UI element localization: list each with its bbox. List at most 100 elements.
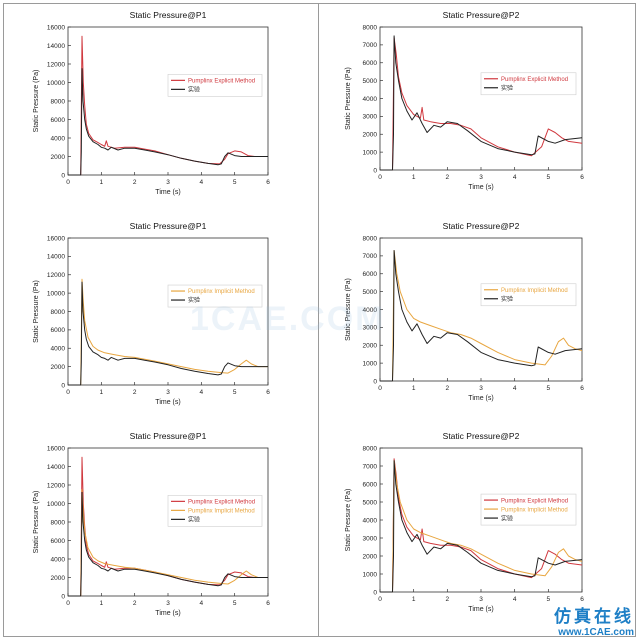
x-tick-label: 4	[513, 385, 517, 392]
y-tick-label: 10000	[47, 501, 65, 508]
y-tick-label: 1000	[363, 149, 378, 156]
legend-label: Pumplinx Implicit Method	[501, 288, 568, 294]
legend-label: 实验	[188, 86, 200, 94]
y-tick-label: 4000	[51, 346, 66, 353]
x-tick-label: 3	[479, 385, 483, 392]
x-axis-label: Time (s)	[468, 606, 493, 613]
figure-frame	[3, 3, 636, 637]
series-line	[380, 460, 583, 593]
x-tick-label: 1	[100, 600, 104, 607]
series-line	[68, 489, 268, 597]
y-tick-label: 16000	[47, 24, 65, 31]
legend-label: 实验	[501, 84, 513, 92]
y-tick-label: 2000	[51, 575, 66, 582]
x-tick-label: 6	[266, 389, 270, 396]
legend-label: Pumplinx Implicit Method	[188, 509, 255, 515]
y-tick-label: 0	[373, 589, 377, 596]
legend-label: Pumplinx Explicit Method	[188, 500, 255, 506]
y-tick-label: 0	[61, 382, 65, 389]
logo-chinese-text: 仿真在线	[554, 607, 634, 627]
x-axis-label: Time (s)	[155, 189, 180, 196]
y-tick-label: 1000	[363, 571, 378, 578]
y-tick-label: 1000	[363, 360, 378, 367]
y-tick-label: 8000	[51, 519, 66, 526]
x-tick-label: 4	[200, 179, 204, 186]
x-tick-label: 6	[580, 174, 584, 181]
x-tick-label: 3	[479, 174, 483, 181]
x-axis-label: Time (s)	[155, 399, 180, 406]
y-tick-label: 8000	[51, 98, 66, 105]
x-tick-label: 1	[412, 596, 416, 603]
y-tick-label: 12000	[47, 61, 65, 68]
y-tick-label: 4000	[363, 96, 378, 103]
y-tick-label: 8000	[363, 24, 378, 31]
x-tick-label: 4	[513, 174, 517, 181]
chart-2: Static Pressure@P2 0 1 2 3 4 5 6 0 1000 2000 3000 40…	[345, 10, 584, 191]
x-tick-label: 2	[446, 385, 450, 392]
watermark-text: 1CAE.COM	[190, 300, 386, 338]
y-tick-label: 8000	[363, 445, 378, 452]
y-tick-label: 10000	[47, 290, 65, 297]
series-line	[68, 278, 268, 386]
x-tick-label: 1	[412, 385, 416, 392]
x-tick-label: 5	[233, 389, 237, 396]
y-tick-label: 8000	[51, 309, 66, 316]
x-tick-label: 5	[547, 385, 551, 392]
y-tick-label: 2000	[363, 343, 378, 350]
site-logo: 仿真在线 www.1CAE.com	[554, 602, 634, 638]
series-line	[380, 458, 583, 593]
y-tick-label: 5000	[363, 499, 378, 506]
y-tick-label: 7000	[363, 253, 378, 260]
legend-label: Pumplinx Explicit Method	[501, 498, 568, 504]
x-tick-label: 1	[100, 179, 104, 186]
x-tick-label: 3	[479, 596, 483, 603]
legend-box	[480, 72, 577, 96]
x-tick-label: 1	[412, 174, 416, 181]
x-tick-label: 0	[66, 389, 70, 396]
y-tick-label: 3000	[363, 114, 378, 121]
series-line	[380, 460, 583, 593]
y-tick-label: 8000	[363, 235, 378, 242]
x-tick-label: 6	[580, 596, 584, 603]
legend-label: 实验	[188, 296, 200, 304]
chart-title: Static Pressure@P1	[130, 431, 207, 441]
y-tick-label: 2000	[363, 553, 378, 560]
x-tick-label: 3	[166, 179, 170, 186]
y-tick-label: 3000	[363, 325, 378, 332]
x-tick-label: 0	[378, 385, 382, 392]
chart-5: Static Pressure@P1 0 1 2 3 4 5 6 0 2000 4000 6000 80…	[33, 431, 270, 617]
y-tick-label: 6000	[51, 327, 66, 334]
chart-3: Static Pressure@P1 0 1 2 3 4 5 6 0 2000 4000 6000 80…	[33, 221, 270, 406]
x-tick-label: 3	[166, 389, 170, 396]
legend-box	[167, 74, 263, 97]
x-tick-label: 0	[66, 179, 70, 186]
x-tick-label: 6	[266, 600, 270, 607]
series-line	[380, 37, 583, 171]
chart-title: Static Pressure@P2	[443, 10, 520, 20]
y-tick-label: 7000	[363, 42, 378, 49]
x-tick-label: 5	[547, 174, 551, 181]
y-tick-label: 4000	[363, 517, 378, 524]
y-tick-label: 6000	[363, 60, 378, 67]
x-tick-label: 5	[233, 600, 237, 607]
chart-title: Static Pressure@P2	[443, 221, 520, 231]
y-axis-label: Static Pressure (Pa)	[345, 278, 352, 341]
chart-title: Static Pressure@P2	[443, 431, 520, 441]
column-divider	[318, 3, 319, 637]
x-tick-label: 0	[378, 596, 382, 603]
series-line	[380, 250, 583, 382]
series-line	[68, 68, 268, 176]
y-tick-label: 2000	[363, 132, 378, 139]
y-tick-label: 16000	[47, 445, 65, 452]
x-tick-label: 2	[446, 596, 450, 603]
x-tick-label: 6	[266, 179, 270, 186]
y-tick-label: 0	[373, 167, 377, 174]
x-axis-label: Time (s)	[468, 395, 493, 402]
legend-label: 实验	[501, 295, 513, 303]
y-axis-label: Static Pressure (Pa)	[33, 491, 40, 554]
x-axis-label: Time (s)	[155, 610, 180, 617]
x-tick-label: 2	[133, 179, 137, 186]
y-tick-label: 2000	[51, 154, 66, 161]
logo-url-text: www.1CAE.com	[558, 627, 634, 638]
